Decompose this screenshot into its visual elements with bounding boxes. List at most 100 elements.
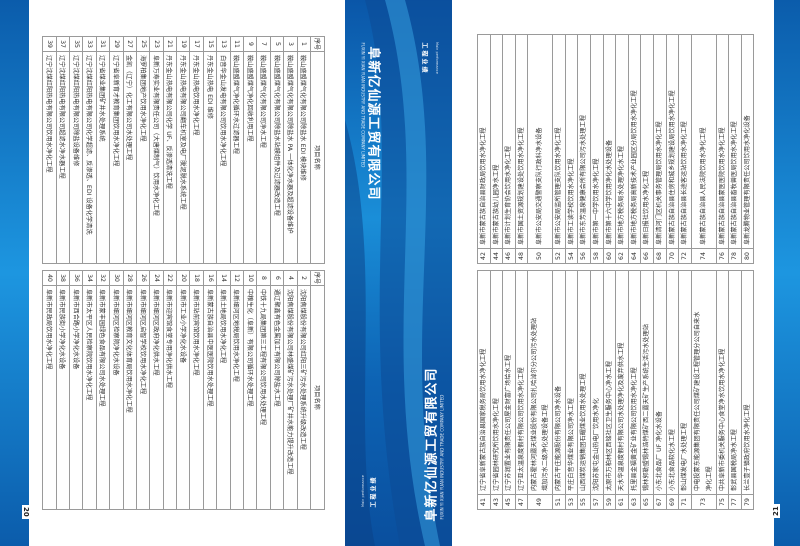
project-name-line: 辽宁苏润置业有限责任公司屋金财富广场给水工程 bbox=[505, 354, 513, 491]
project-name-line: 海罗柏集团地产饮用水净化工程 bbox=[138, 55, 146, 142]
table-row: 11 鞍山盛盟煤气净化循环水过滤器工程 bbox=[230, 36, 244, 264]
row-number: 74 bbox=[691, 248, 716, 264]
row-number: 22 bbox=[163, 270, 177, 286]
project-name: 阜新市国土资源规划建设处饮用水净化工程 bbox=[515, 34, 528, 249]
wave-decoration bbox=[345, 0, 452, 546]
table-row: 22 阜新市迎宾馆食堂专用净化供水工程 bbox=[163, 270, 177, 510]
project-name-line: 内蒙古霍林河露天煤业股份有限公司扎哈淖尔分公司污水处理站 bbox=[530, 317, 538, 491]
table-row: 37 辽宁沈煤红阳热电有限公司超滤水净水器工程 bbox=[56, 36, 70, 264]
project-name: 阜新市蒙丰园绿色食品有限公司水处理工程 bbox=[96, 285, 110, 510]
row-number: 35 bbox=[69, 36, 83, 52]
row-number: 40 bbox=[42, 270, 57, 286]
table-row: 69 小东北食品软化水工程 bbox=[666, 270, 679, 510]
project-name: 辽宁苏润置业有限责任公司屋金财富广场给水工程 bbox=[502, 270, 516, 495]
section-title-en: Main performance bbox=[435, 42, 439, 74]
table-row: 80 阜新龙腾物业管理有限责任公司饮用水净化设备 bbox=[741, 34, 754, 264]
project-name-line: 阜新市蒙古族幼儿园净水工程 bbox=[492, 164, 500, 245]
project-name: 沈阳焦煤股份有限公司林盛煤矿污水处理厂矿井水能力提升改造工程 bbox=[283, 285, 298, 510]
project-name: 托里县金福黄金矿业有限公司饮用水净化工程 bbox=[628, 270, 641, 495]
row-number: 27 bbox=[123, 36, 137, 52]
table-row: 78 阜新蒙古族自治县畜牧兽医局饮用水净化工程 bbox=[728, 34, 742, 264]
table-row: 31 辽宁省煤业集团矿井水处理系统 bbox=[96, 36, 110, 264]
table-row: 8 中铁十九局集团第三工程有限公司饮用水处理工程 bbox=[256, 270, 271, 510]
row-number: 79 bbox=[741, 494, 754, 510]
right-page: 41 辽宁省阜新蒙古族自治县国家税务局饮用水净化工程 43 辽宁省园林研究所饮用水净化… bbox=[452, 0, 800, 546]
row-number: 55 bbox=[577, 494, 591, 510]
row-number: 19 bbox=[176, 36, 190, 52]
row-number: 17 bbox=[189, 36, 204, 52]
project-name-line: 增加污水二级净化处理设备工程 bbox=[542, 404, 550, 491]
table-row: 56 阜新市东芳温泉健康会所有限公司污水处理工程 bbox=[577, 34, 591, 264]
table-row: 48 阜新市国土资源规划建设处饮用水净化工程 bbox=[515, 34, 528, 264]
table-row: 24 阜新市细河区政府净化供水工程 bbox=[149, 270, 164, 510]
row-number: 34 bbox=[82, 270, 97, 286]
project-table-odd: 序号 项目名称 1 鞍山盛盟煤气化有限公司除盐水 EDI 模块维修 3 鞍山盛盟煤气化… bbox=[42, 36, 325, 264]
header-name: 项目名称 bbox=[310, 285, 325, 510]
table-row: 75 中共阜新市委机关服务中心食堂净水饮用水净化工程 bbox=[716, 270, 729, 510]
project-name-line: 阜新市东芳温泉健康会所有限公司污水处理工程 bbox=[580, 115, 588, 245]
project-name: 阜新市细河区启智学校饮用水净化工程 bbox=[136, 285, 150, 510]
project-name-line: 阜新市迎宾馆食堂专用净化供水工程 bbox=[165, 289, 173, 388]
project-name-line: 阜新蒙古族自治县长途客运站饮用水净化工程 bbox=[681, 121, 689, 245]
project-name-line: 阜新市第一中学饮用水净化工程 bbox=[592, 158, 600, 245]
project-name: 辽宁省阜新蒙古族自治县国家税务局饮用水净化工程 bbox=[477, 270, 491, 495]
table-row: 74 阜新蒙古族自治县人民法院饮用水净化工程 bbox=[691, 34, 716, 264]
project-name: 阜新龙腾物业管理有限责任公司饮用水净化设备 bbox=[741, 34, 754, 249]
project-name: 阜新蒙古族自治县长途客运站饮用水净化工程 bbox=[678, 34, 692, 249]
project-name-line: 阜新市公安局交通警察支队行政科净水设备 bbox=[536, 127, 544, 245]
row-number: 72 bbox=[678, 248, 692, 264]
project-name: 中电投蒙东能源集团有限责任公司煤矿建设工程管理分公司自来水 净化工程 bbox=[691, 270, 716, 495]
project-name-line: 阜新万寿实业有限责任公司（大唐煤制气）饮用水净化工程 bbox=[152, 55, 160, 216]
table-row: 47 辽宁亚太温泉度假村有限公司饮用水净化工程 bbox=[515, 270, 528, 510]
project-name-line: 丹东金山热电有限公司化学 UF、反渗透清洗工程 bbox=[165, 55, 173, 189]
project-name: 小东北食品软化水工程 bbox=[666, 270, 679, 495]
row-number: 18 bbox=[189, 270, 204, 286]
section-title-cn: 工程业绩 bbox=[370, 475, 378, 508]
project-name-line: 锡林郭勒盟锡林浩特煤矿西二露天矿生产系统生活污水处理站 bbox=[643, 323, 651, 491]
row-number: 29 bbox=[109, 36, 124, 52]
project-name-line: 辽宁省阜新育才教育集团饮用水净化工程 bbox=[111, 55, 119, 167]
row-number: 45 bbox=[502, 494, 516, 510]
row-number: 41 bbox=[477, 494, 491, 510]
table-row: 52 阜新市公安局监所管理支队饮用水净化工程 bbox=[552, 34, 566, 264]
row-number: 44 bbox=[490, 248, 503, 264]
project-name: 鞍山盛盟煤气净化循环水过滤器工程 bbox=[230, 51, 244, 264]
project-name: 阜新市太平区人民检察院饮用水净化工程 bbox=[82, 285, 97, 510]
row-number: 6 bbox=[270, 270, 284, 286]
project-table-odd: 41 辽宁省阜新蒙古族自治县国家税务局饮用水净化工程 43 辽宁省园林研究所饮用水净化… bbox=[477, 270, 754, 510]
table-row: 49 内蒙古霍林河露天煤业股份有限公司扎哈淖尔分公司污水处理站 增加污水二级净化处理… bbox=[527, 270, 553, 510]
project-name-line: 阜新细河区地税局饮用水净化工程 bbox=[232, 289, 240, 382]
project-name: 丹东金山热电饮用水净化工程 bbox=[189, 51, 204, 264]
project-name-line: 阜新市蒙古族自治县财政局饮用水净化工程 bbox=[480, 127, 487, 245]
row-number: 49 bbox=[527, 494, 553, 510]
row-number: 52 bbox=[552, 248, 566, 264]
project-name: 阜新市迎宾馆食堂专用净化供水工程 bbox=[163, 285, 177, 510]
project-name: 山西煤炭运销集团石耀煤业饮用水处理工程 bbox=[577, 270, 591, 495]
project-name-line: 辽宁沈煤红阳热电有限公司饮用水净化工程 bbox=[44, 55, 52, 173]
table-row: 30 阜新市细河区检察院净化水设备 bbox=[109, 270, 124, 510]
table-row: 29 辽宁省阜新育才教育集团饮用水净化工程 bbox=[109, 36, 124, 264]
row-number: 46 bbox=[502, 248, 516, 264]
row-number: 10 bbox=[243, 270, 257, 286]
row-number: 70 bbox=[666, 248, 679, 264]
project-name-line: 内蒙古平庄能源股份有限公司净水设备 bbox=[555, 385, 563, 491]
row-number: 64 bbox=[628, 248, 641, 264]
header-no: 序号 bbox=[310, 270, 325, 286]
row-number: 73 bbox=[691, 494, 716, 510]
table-row: 15 丹东金山热电 EDI 维修 bbox=[203, 36, 217, 264]
project-name: 阜新市公安局监所管理支队饮用水净化工程 bbox=[552, 34, 566, 249]
table-header: 序号 项目名称 bbox=[310, 270, 325, 510]
table-row: 42 阜新市蒙古族自治县财政局饮用水净化工程 bbox=[477, 34, 491, 264]
project-name-line: 阜新蒙古族自治县中医医院饮用水处理工程 bbox=[205, 289, 213, 407]
project-name-line: 丹东金山热电饮用水净化工程 bbox=[192, 55, 200, 136]
project-name-line: 阜新市细河区启智学校饮用水净化工程 bbox=[138, 289, 146, 395]
project-name: 通辽聚鑫有色金属加工有限公司除盐水工程 bbox=[270, 285, 284, 510]
project-name-line: 阜新市西合路小学净化水设备 bbox=[71, 289, 79, 370]
row-number: 51 bbox=[552, 494, 566, 510]
project-name-line: 阜新市太平区人民检察院饮用水净化工程 bbox=[85, 289, 93, 401]
table-row: 65 锡林郭勒盟锡林浩特煤矿西二露天矿生产系统生活污水处理站 bbox=[640, 270, 654, 510]
project-name: 金凯（辽宁）化工有限公司水处理工程 bbox=[123, 51, 137, 264]
table-row: 44 阜新市蒙古族幼儿园净水工程 bbox=[490, 34, 503, 264]
table-row: 4 沈阳焦煤股份有限公司林盛煤矿污水处理厂矿井水能力提升改造工程 bbox=[283, 270, 298, 510]
project-name-line: 阜新蒙古族自治县人民法院饮用水净化工程 bbox=[699, 127, 707, 245]
